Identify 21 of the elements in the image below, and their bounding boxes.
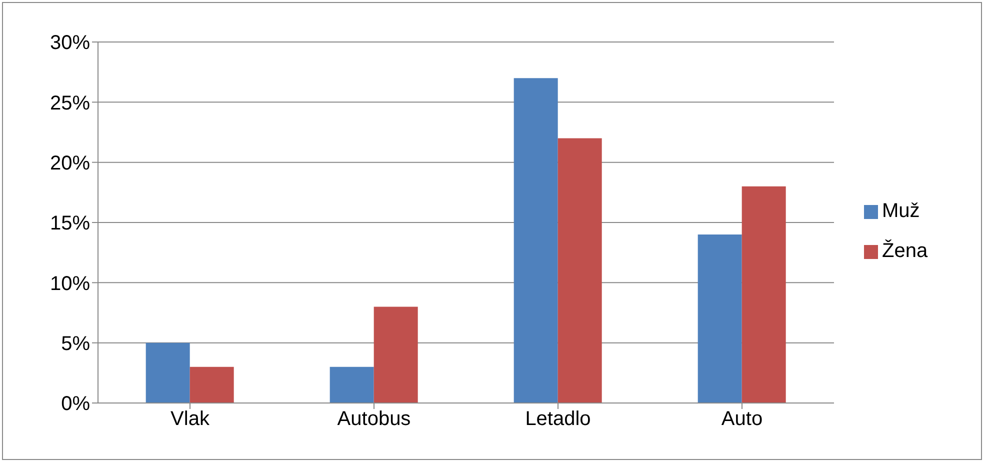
bar xyxy=(190,366,234,403)
x-tick-label: Vlak xyxy=(170,408,210,430)
y-tick-label: 15% xyxy=(50,212,90,235)
y-tick-label: 0% xyxy=(61,393,90,416)
bar xyxy=(698,234,742,403)
bar xyxy=(514,78,558,403)
y-tick-label: 20% xyxy=(50,152,90,174)
bar xyxy=(374,306,418,403)
legend-label: Muž xyxy=(882,200,920,222)
y-tick-label: 10% xyxy=(50,272,90,295)
y-tick-label: 5% xyxy=(61,332,90,355)
legend-label: Žena xyxy=(882,240,928,262)
bar xyxy=(330,366,374,403)
y-tick-label: 25% xyxy=(50,92,90,114)
bar xyxy=(558,138,602,403)
y-tick-label: 30% xyxy=(50,32,90,54)
x-tick-label: Autobus xyxy=(337,408,411,430)
x-tick-label: Auto xyxy=(721,408,763,430)
x-tick-label: Letadlo xyxy=(525,408,591,430)
bar xyxy=(742,186,786,403)
bar xyxy=(146,342,190,403)
